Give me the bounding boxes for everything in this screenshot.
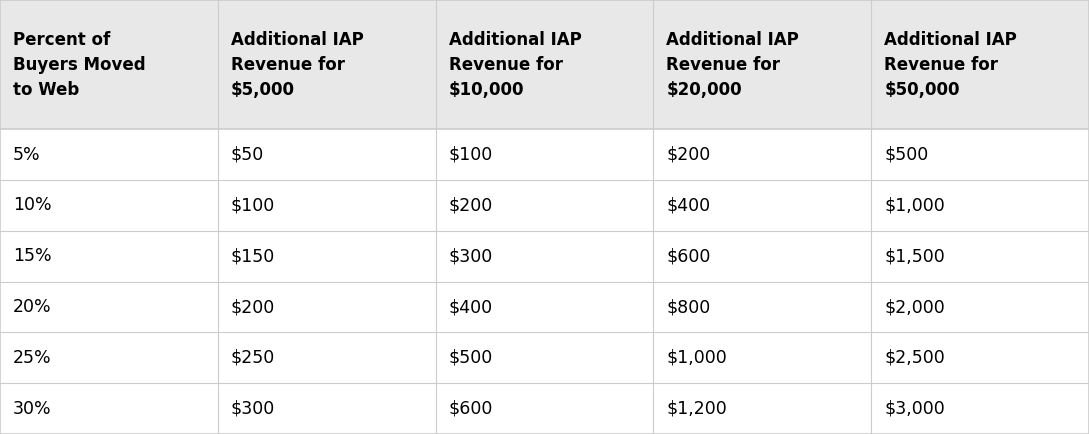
Text: Additional IAP
Revenue for
$5,000: Additional IAP Revenue for $5,000 (231, 31, 364, 99)
Bar (436, 0, 653, 129)
Text: Additional IAP
Revenue for
$20,000: Additional IAP Revenue for $20,000 (666, 31, 799, 99)
Bar (0, 332, 218, 383)
Bar (871, 231, 1089, 282)
Text: $500: $500 (884, 146, 929, 164)
Bar (218, 0, 436, 129)
Bar (436, 383, 653, 434)
Text: 30%: 30% (13, 400, 51, 418)
Bar (871, 129, 1089, 180)
Bar (653, 282, 871, 332)
Bar (871, 180, 1089, 231)
Text: $800: $800 (666, 298, 711, 316)
Bar (871, 0, 1089, 129)
Bar (0, 0, 218, 129)
Text: $2,500: $2,500 (884, 349, 945, 367)
Bar (218, 332, 436, 383)
Bar (218, 231, 436, 282)
Bar (436, 180, 653, 231)
Text: $3,000: $3,000 (884, 400, 945, 418)
Bar (653, 231, 871, 282)
Bar (0, 383, 218, 434)
Text: Additional IAP
Revenue for
$50,000: Additional IAP Revenue for $50,000 (884, 31, 1017, 99)
Bar (218, 180, 436, 231)
Text: $1,000: $1,000 (884, 197, 945, 214)
Bar (218, 282, 436, 332)
Text: Percent of
Buyers Moved
to Web: Percent of Buyers Moved to Web (13, 31, 146, 99)
Text: $300: $300 (449, 247, 493, 265)
Text: 20%: 20% (13, 298, 51, 316)
Text: $500: $500 (449, 349, 493, 367)
Text: $400: $400 (449, 298, 493, 316)
Bar (436, 129, 653, 180)
Text: 5%: 5% (13, 146, 40, 164)
Bar (436, 332, 653, 383)
Text: $50: $50 (231, 146, 265, 164)
Bar (436, 282, 653, 332)
Bar (653, 180, 871, 231)
Text: Additional IAP
Revenue for
$10,000: Additional IAP Revenue for $10,000 (449, 31, 582, 99)
Bar (0, 180, 218, 231)
Bar (218, 129, 436, 180)
Text: $2,000: $2,000 (884, 298, 945, 316)
Bar (0, 282, 218, 332)
Text: $1,000: $1,000 (666, 349, 727, 367)
Text: 10%: 10% (13, 197, 51, 214)
Text: $600: $600 (666, 247, 711, 265)
Text: $1,200: $1,200 (666, 400, 727, 418)
Text: $300: $300 (231, 400, 276, 418)
Text: $1,500: $1,500 (884, 247, 945, 265)
Text: $200: $200 (666, 146, 711, 164)
Bar (0, 231, 218, 282)
Bar (0, 129, 218, 180)
Bar (653, 129, 871, 180)
Text: $100: $100 (449, 146, 493, 164)
Bar (653, 332, 871, 383)
Bar (871, 282, 1089, 332)
Bar (653, 383, 871, 434)
Text: $150: $150 (231, 247, 276, 265)
Bar (653, 0, 871, 129)
Text: 25%: 25% (13, 349, 51, 367)
Text: $100: $100 (231, 197, 276, 214)
Text: 15%: 15% (13, 247, 51, 265)
Bar (218, 383, 436, 434)
Text: $400: $400 (666, 197, 711, 214)
Text: $200: $200 (231, 298, 276, 316)
Bar (871, 383, 1089, 434)
Bar (436, 231, 653, 282)
Text: $200: $200 (449, 197, 493, 214)
Text: $600: $600 (449, 400, 493, 418)
Bar (871, 332, 1089, 383)
Text: $250: $250 (231, 349, 276, 367)
